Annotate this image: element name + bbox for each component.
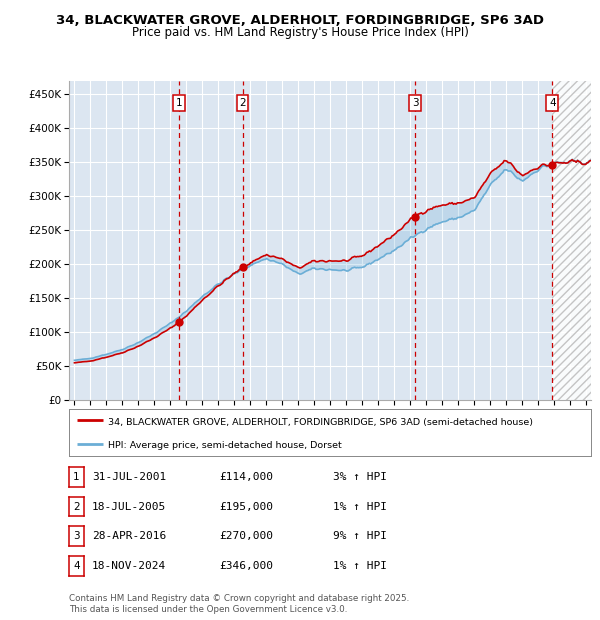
Text: 2: 2 — [73, 502, 80, 512]
Text: Contains HM Land Registry data © Crown copyright and database right 2025.: Contains HM Land Registry data © Crown c… — [69, 593, 409, 603]
Text: 1: 1 — [73, 472, 80, 482]
Text: 2: 2 — [239, 98, 246, 108]
Text: 3: 3 — [412, 98, 418, 108]
Text: 31-JUL-2001: 31-JUL-2001 — [92, 472, 166, 482]
Text: 34, BLACKWATER GROVE, ALDERHOLT, FORDINGBRIDGE, SP6 3AD: 34, BLACKWATER GROVE, ALDERHOLT, FORDING… — [56, 14, 544, 27]
Text: 4: 4 — [73, 561, 80, 571]
Text: 3: 3 — [73, 531, 80, 541]
Text: 3% ↑ HPI: 3% ↑ HPI — [333, 472, 387, 482]
Text: 18-JUL-2005: 18-JUL-2005 — [92, 502, 166, 512]
Text: 28-APR-2016: 28-APR-2016 — [92, 531, 166, 541]
Text: 1% ↑ HPI: 1% ↑ HPI — [333, 561, 387, 571]
Text: £195,000: £195,000 — [219, 502, 273, 512]
Text: 1% ↑ HPI: 1% ↑ HPI — [333, 502, 387, 512]
Text: HPI: Average price, semi-detached house, Dorset: HPI: Average price, semi-detached house,… — [108, 441, 342, 450]
Text: 34, BLACKWATER GROVE, ALDERHOLT, FORDINGBRIDGE, SP6 3AD (semi-detached house): 34, BLACKWATER GROVE, ALDERHOLT, FORDING… — [108, 418, 533, 427]
Text: This data is licensed under the Open Government Licence v3.0.: This data is licensed under the Open Gov… — [69, 604, 347, 614]
Text: £114,000: £114,000 — [219, 472, 273, 482]
Text: 1: 1 — [176, 98, 182, 108]
Text: Price paid vs. HM Land Registry's House Price Index (HPI): Price paid vs. HM Land Registry's House … — [131, 26, 469, 39]
Text: £270,000: £270,000 — [219, 531, 273, 541]
Text: £346,000: £346,000 — [219, 561, 273, 571]
Text: 18-NOV-2024: 18-NOV-2024 — [92, 561, 166, 571]
Text: 9% ↑ HPI: 9% ↑ HPI — [333, 531, 387, 541]
Text: 4: 4 — [549, 98, 556, 108]
